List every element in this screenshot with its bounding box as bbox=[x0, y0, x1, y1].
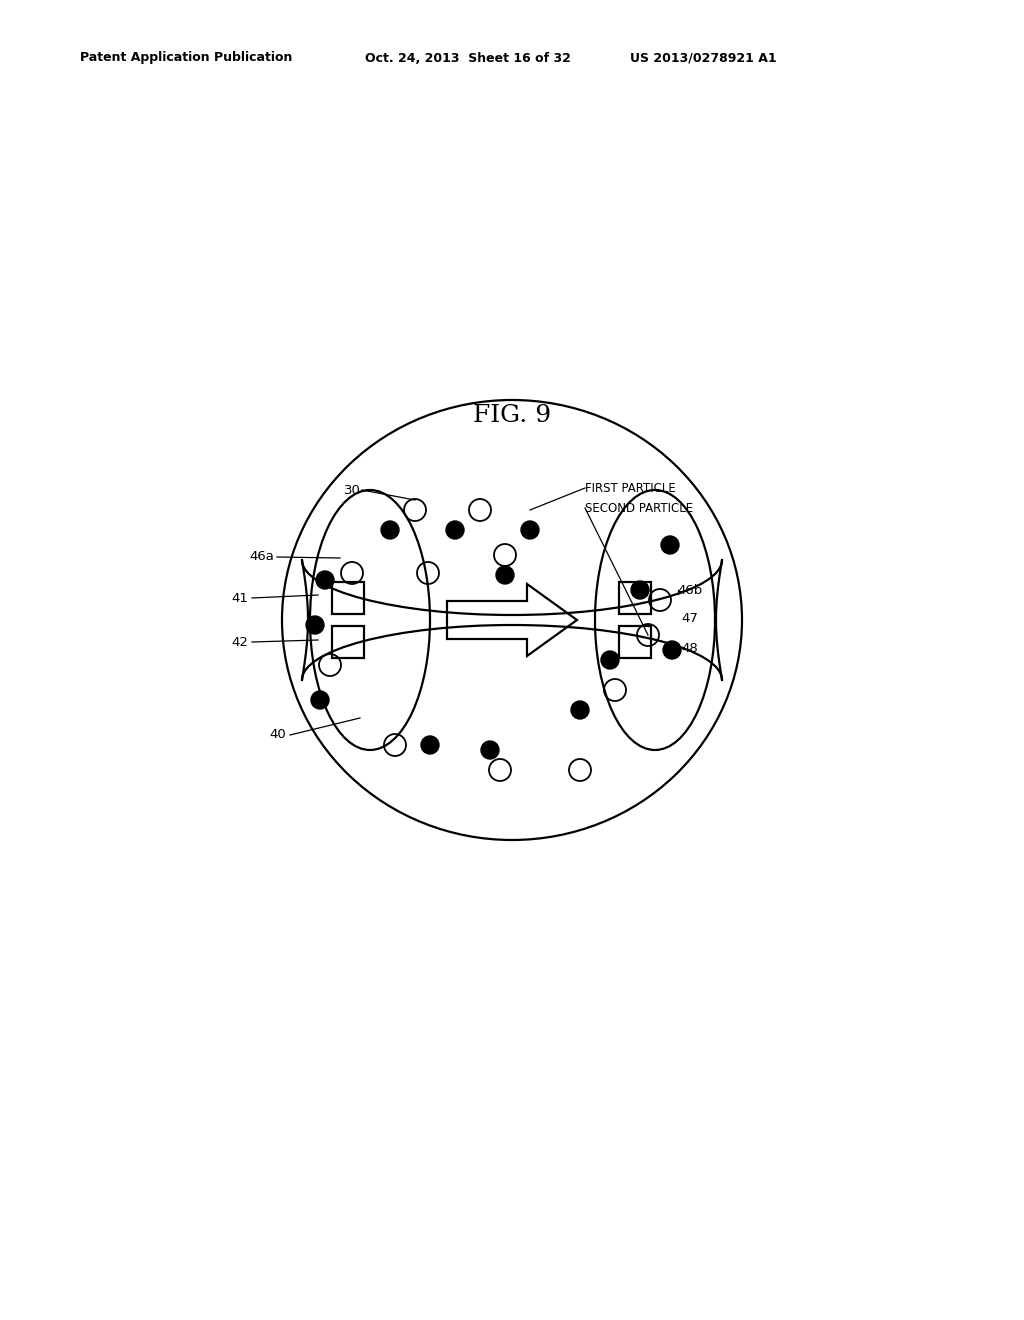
Circle shape bbox=[571, 701, 589, 719]
Text: Oct. 24, 2013  Sheet 16 of 32: Oct. 24, 2013 Sheet 16 of 32 bbox=[365, 51, 570, 65]
Circle shape bbox=[421, 737, 439, 754]
Bar bbox=[332, 582, 364, 614]
Circle shape bbox=[521, 521, 539, 539]
Circle shape bbox=[663, 642, 681, 659]
Text: 46b: 46b bbox=[677, 583, 702, 597]
Text: 42: 42 bbox=[231, 635, 249, 648]
Circle shape bbox=[601, 651, 618, 669]
Text: SECOND PARTICLE: SECOND PARTICLE bbox=[585, 502, 693, 515]
Text: Patent Application Publication: Patent Application Publication bbox=[80, 51, 293, 65]
Text: US 2013/0278921 A1: US 2013/0278921 A1 bbox=[630, 51, 776, 65]
Circle shape bbox=[316, 572, 334, 589]
Circle shape bbox=[631, 581, 649, 599]
Circle shape bbox=[311, 690, 329, 709]
Text: 46a: 46a bbox=[250, 550, 274, 564]
Bar bbox=[618, 626, 651, 657]
Circle shape bbox=[381, 521, 399, 539]
Circle shape bbox=[306, 616, 324, 634]
Circle shape bbox=[662, 536, 679, 554]
Text: 41: 41 bbox=[231, 591, 249, 605]
Circle shape bbox=[496, 566, 514, 583]
Bar bbox=[332, 626, 364, 657]
Text: 40: 40 bbox=[269, 729, 287, 742]
Text: FIRST PARTICLE: FIRST PARTICLE bbox=[585, 482, 676, 495]
Bar bbox=[618, 582, 651, 614]
Text: FIG. 9: FIG. 9 bbox=[473, 404, 551, 426]
Text: 47: 47 bbox=[682, 611, 698, 624]
Text: 48: 48 bbox=[682, 642, 698, 655]
Text: 30: 30 bbox=[344, 483, 360, 496]
Circle shape bbox=[446, 521, 464, 539]
Circle shape bbox=[481, 741, 499, 759]
